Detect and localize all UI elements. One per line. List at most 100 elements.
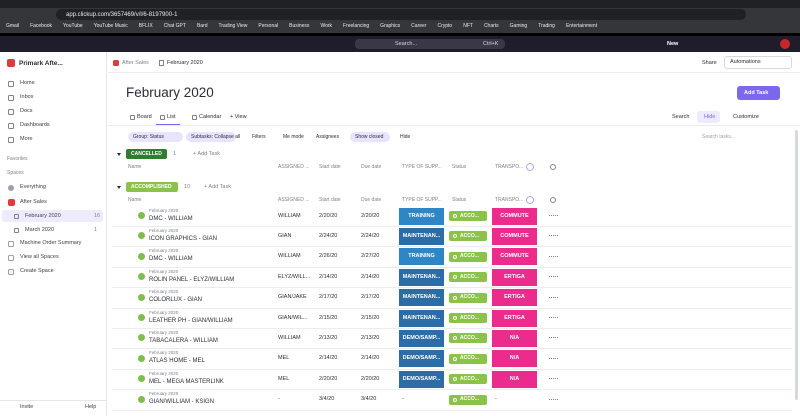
task-name[interactable]: LEATHER PH - GIAN/WILLIAM (149, 317, 233, 324)
bookmark[interactable]: NFT (463, 23, 473, 29)
check-icon[interactable] (138, 395, 145, 403)
bookmark[interactable]: Career (411, 23, 427, 29)
task-name[interactable]: TABACALERA - WILLIAM (149, 337, 218, 344)
row-menu[interactable] (549, 215, 558, 217)
add-task-button[interactable] (737, 86, 780, 100)
row-menu[interactable] (549, 255, 558, 258)
group-add-task[interactable]: + Add Task (204, 183, 231, 190)
invite[interactable]: Invite (20, 404, 34, 410)
sidebar-link[interactable]: Create Space (20, 268, 54, 274)
view-tab[interactable]: Board (137, 114, 152, 120)
task-search[interactable]: Search tasks... (702, 133, 736, 140)
check-icon[interactable] (138, 334, 145, 342)
check-icon[interactable] (138, 354, 145, 362)
bookmark[interactable]: Work (320, 23, 333, 29)
check-icon[interactable] (138, 212, 145, 219)
filter-label[interactable]: Show closed (355, 133, 384, 140)
row-menu[interactable] (549, 276, 558, 278)
nav-item[interactable]: More (20, 136, 33, 142)
bookmark[interactable]: Bard (196, 23, 208, 29)
row-menu[interactable] (549, 378, 558, 380)
filter-label[interactable]: Assignees (316, 133, 340, 140)
filter-label[interactable]: Group: Status (133, 133, 164, 140)
list-name[interactable]: March 2020 (25, 226, 55, 233)
row-menu[interactable] (549, 357, 558, 360)
collapse-caret[interactable] (117, 152, 121, 156)
status-pill[interactable] (449, 353, 487, 364)
row-menu[interactable] (549, 296, 558, 299)
column-settings[interactable] (550, 196, 556, 203)
add-column[interactable] (526, 163, 534, 171)
task-name[interactable]: MEL - MEGA MASTERLINK (149, 378, 224, 385)
status-pill[interactable] (449, 292, 487, 303)
filter-chip[interactable] (186, 132, 236, 142)
breadcrumb[interactable]: After Sales (122, 59, 149, 66)
check-icon[interactable] (138, 273, 145, 281)
sidebar-link[interactable]: View all Spaces (20, 254, 59, 260)
task-name[interactable]: DMC - WILLIAM (149, 215, 193, 222)
search-box[interactable] (355, 39, 505, 49)
check-icon[interactable] (138, 314, 145, 321)
add-task-label[interactable]: Add Task (744, 89, 769, 96)
task-name[interactable]: DMC - WILLIAM (149, 256, 193, 263)
view-tab[interactable]: Calendar (199, 114, 222, 120)
breadcrumb[interactable]: February 2020 (167, 59, 203, 66)
row-menu[interactable] (549, 398, 558, 401)
view-tab[interactable]: + View (230, 114, 247, 120)
status-pill[interactable] (449, 313, 487, 323)
check-icon[interactable] (138, 252, 145, 260)
filter-label[interactable]: Filters (252, 133, 266, 140)
nav-item[interactable]: Home (20, 80, 35, 86)
status-pill[interactable] (449, 231, 487, 242)
bookmark[interactable]: Business (289, 23, 310, 29)
filter-chip[interactable] (128, 132, 183, 142)
nav-item[interactable]: Dashboards (20, 122, 50, 128)
bookmark[interactable]: Gmail (6, 23, 20, 29)
row-menu[interactable] (549, 337, 558, 339)
check-icon[interactable] (138, 375, 145, 383)
filter-label[interactable]: Hide (400, 133, 411, 140)
bookmark[interactable]: Crypto (437, 23, 453, 29)
group-add-task[interactable]: + Add Task (193, 150, 220, 157)
filter-label[interactable]: Me mode (283, 133, 304, 140)
new-button[interactable]: New (667, 40, 679, 47)
status-pill[interactable] (449, 251, 487, 262)
bookmark[interactable]: Graphics (380, 23, 401, 29)
row-menu[interactable] (549, 235, 558, 237)
column-settings[interactable] (550, 163, 556, 170)
status-pill[interactable] (449, 272, 487, 283)
task-name[interactable]: ROLIN PANEL - ELYZ/WILLIAM (149, 276, 235, 283)
add-column[interactable] (526, 196, 534, 204)
view-action[interactable]: Hide (704, 114, 716, 120)
bookmark[interactable]: Freelancing (343, 23, 370, 29)
bookmark[interactable]: Trading (538, 23, 555, 29)
bookmark[interactable]: Entertainment (565, 23, 598, 29)
bookmark[interactable]: Gaming (509, 23, 528, 29)
nav-item[interactable]: Docs (20, 108, 33, 114)
filter-label[interactable]: Subtasks: Collapse all (191, 133, 241, 140)
task-name[interactable]: ATLAS HOME - MEL (149, 358, 205, 365)
status-pill[interactable] (449, 374, 487, 385)
task-name[interactable]: ICON GRAPHICS - GIAN (149, 235, 218, 242)
nav-item[interactable]: Inbox (20, 94, 34, 100)
sidebar-link[interactable]: Machine Order Summary (20, 240, 82, 246)
check-icon[interactable] (138, 232, 145, 240)
bookmark[interactable]: YouTube Music (93, 23, 128, 29)
filter-chip[interactable] (350, 132, 390, 142)
check-icon[interactable] (138, 293, 145, 301)
space-name[interactable]: After Sales (20, 198, 47, 205)
bookmark[interactable]: BFLIX (138, 23, 153, 29)
url[interactable]: app.clickup.com/3657469/v/l/6-8197900-1 (66, 12, 178, 18)
status-pill[interactable] (449, 333, 487, 344)
workspace-name[interactable]: Primark Afte... (19, 59, 63, 67)
task-name[interactable]: COLORLUX - GIAN (149, 297, 203, 304)
automations-box[interactable] (724, 56, 792, 69)
bookmark[interactable]: Trading View (218, 23, 248, 29)
status-pill[interactable] (449, 211, 487, 221)
bookmark[interactable]: YouTube (63, 23, 83, 29)
bookmark[interactable]: Chat GPT (163, 23, 186, 29)
everything[interactable]: Everything (20, 184, 46, 190)
share-button[interactable]: Share (702, 59, 717, 66)
view-tab[interactable]: List (167, 114, 176, 120)
view-action[interactable]: Search (672, 114, 690, 120)
